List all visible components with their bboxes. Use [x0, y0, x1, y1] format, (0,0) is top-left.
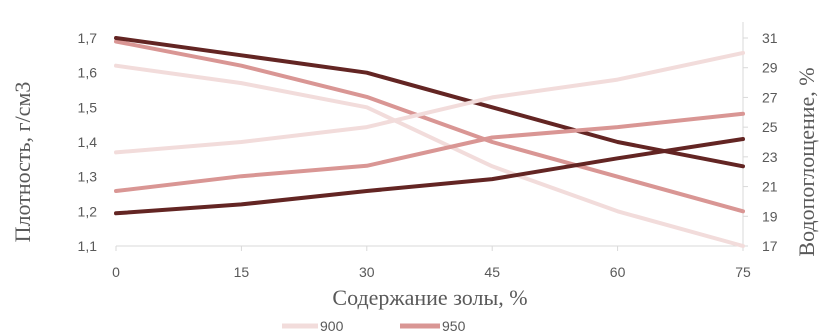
legend: 900 950	[282, 318, 466, 334]
legend-label-950: 950	[442, 318, 466, 334]
series-line-5	[114, 111, 745, 193]
axes	[115, 22, 748, 251]
series-line-6	[114, 137, 745, 216]
y-tick-label: 1,6	[78, 65, 98, 81]
y2-tick-label: 27	[762, 89, 778, 105]
series-line-4	[114, 50, 745, 155]
series-lines	[114, 36, 745, 248]
series-line-2	[114, 39, 745, 214]
x-tick-label: 60	[610, 264, 626, 280]
y-tick-label: 1,5	[78, 99, 98, 115]
y2-tick-label: 21	[762, 179, 778, 195]
y2-tick-label: 19	[762, 208, 778, 224]
y2-axis-title: Водопоглощение, %	[794, 67, 819, 256]
tick-labels: 0 15 30 45 60 75 1,1 1,2 1,3 1,4 1,5 1,6 1,7 17 19 21 23…	[78, 30, 778, 280]
y2-tick-label: 23	[762, 149, 778, 165]
y-tick-label: 1,2	[78, 203, 98, 219]
legend-label-900: 900	[320, 318, 344, 334]
x-tick-label: 15	[234, 264, 250, 280]
y-tick-label: 1,4	[78, 134, 98, 150]
y-tick-label: 1,1	[78, 238, 98, 254]
series-line-1	[114, 63, 745, 248]
x-tick-label: 75	[735, 264, 751, 280]
x-tick-label: 45	[484, 264, 500, 280]
y2-tick-label: 31	[762, 30, 778, 46]
x-tick-label: 30	[359, 264, 375, 280]
y2-tick-label: 25	[762, 119, 778, 135]
x-axis-title: Содержание золы, %	[332, 285, 527, 310]
y-tick-label: 1,7	[78, 30, 98, 46]
x-tick-label: 0	[112, 264, 120, 280]
y2-tick-label: 17	[762, 238, 778, 254]
y-axis-title: Плотность, г/см3	[10, 82, 35, 243]
series-line-3	[114, 36, 745, 169]
y2-tick-label: 29	[762, 60, 778, 76]
y-tick-label: 1,3	[78, 169, 98, 185]
